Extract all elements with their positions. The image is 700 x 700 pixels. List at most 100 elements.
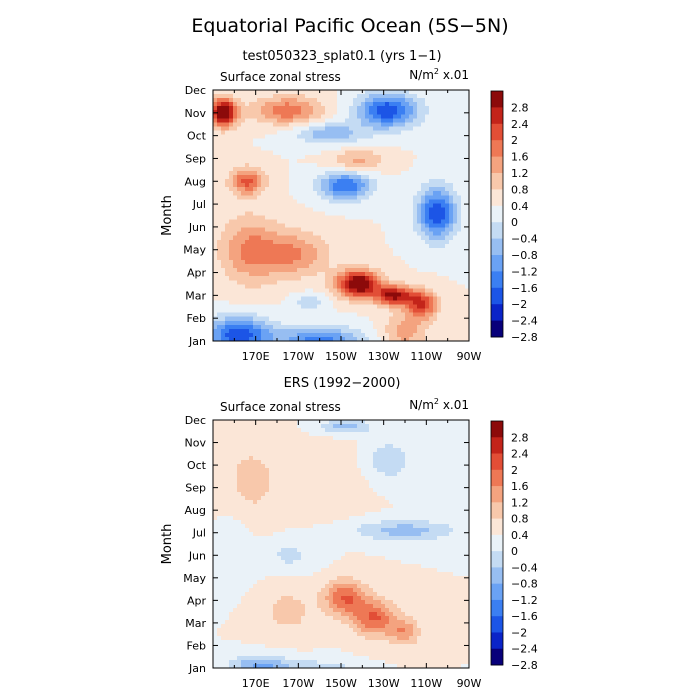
field-cell	[233, 296, 238, 302]
field-cell	[405, 472, 410, 477]
field-cell	[401, 472, 406, 477]
field-cell	[325, 304, 330, 310]
field-cell	[261, 219, 266, 225]
field-cell	[425, 332, 430, 338]
field-cell	[237, 243, 242, 249]
field-cell	[385, 444, 390, 449]
field-cell	[413, 332, 418, 338]
field-cell	[421, 170, 426, 176]
field-cell	[357, 460, 362, 465]
field-cell	[341, 300, 346, 306]
field-cell	[309, 191, 314, 196]
field-cell	[245, 472, 250, 477]
field-cell	[465, 170, 470, 176]
field-cell	[277, 288, 282, 294]
field-cell	[237, 428, 242, 433]
field-cell	[229, 444, 234, 449]
field-cell	[217, 90, 222, 95]
field-cell	[317, 268, 322, 273]
field-cell	[397, 336, 402, 342]
field-cell	[297, 122, 302, 128]
field-cell	[317, 118, 322, 123]
field-cell	[277, 320, 282, 326]
field-cell	[385, 146, 390, 152]
field-cell	[417, 247, 422, 253]
field-cell	[457, 195, 462, 200]
field-cell	[365, 114, 370, 119]
field-cell	[293, 235, 298, 241]
field-cell	[277, 328, 282, 334]
field-cell	[333, 211, 338, 217]
field-cell	[245, 126, 250, 132]
field-cell	[293, 268, 298, 273]
field-cell	[225, 122, 230, 128]
field-cell	[373, 292, 378, 298]
field-cell	[225, 464, 230, 469]
field-cell	[349, 114, 354, 119]
field-cell	[409, 158, 414, 164]
field-cell	[309, 126, 314, 132]
field-cell	[461, 122, 466, 128]
field-cell	[305, 98, 310, 103]
field-cell	[309, 280, 314, 285]
field-cell	[369, 464, 374, 469]
field-cell	[345, 122, 350, 128]
field-cell	[329, 332, 334, 338]
field-cell	[441, 175, 446, 180]
field-cell	[433, 460, 438, 465]
field-cell	[401, 138, 406, 144]
field-cell	[229, 476, 234, 481]
field-cell	[357, 211, 362, 217]
field-cell	[301, 320, 306, 326]
field-cell	[385, 280, 390, 285]
field-cell	[313, 199, 318, 204]
field-cell	[245, 296, 250, 302]
field-cell	[229, 98, 234, 103]
field-cell	[321, 272, 326, 277]
field-cell	[453, 312, 458, 318]
field-cell	[397, 448, 402, 453]
field-cell	[241, 170, 246, 176]
field-cell	[269, 90, 274, 95]
field-cell	[253, 276, 258, 281]
field-cell	[461, 448, 466, 453]
field-cell	[241, 130, 246, 136]
field-cell	[269, 235, 274, 241]
field-cell	[461, 175, 466, 180]
field-cell	[345, 199, 350, 204]
field-cell	[313, 296, 318, 302]
field-cell	[233, 420, 238, 425]
field-cell	[393, 300, 398, 306]
field-cell	[333, 308, 338, 314]
field-cell	[241, 424, 246, 429]
field-cell	[433, 195, 438, 200]
field-cell	[281, 166, 286, 172]
field-cell	[221, 94, 226, 99]
field-cell	[373, 166, 378, 172]
field-cell	[457, 428, 462, 433]
field-cell	[389, 448, 394, 453]
field-cell	[365, 134, 370, 140]
field-cell	[365, 284, 370, 289]
field-cell	[385, 440, 390, 445]
field-cell	[461, 264, 466, 269]
field-cell	[305, 187, 310, 192]
field-cell	[245, 138, 250, 144]
field-cell	[433, 183, 438, 188]
field-cell	[437, 420, 442, 425]
field-cell	[325, 134, 330, 140]
field-cell	[317, 460, 322, 465]
field-cell	[277, 211, 282, 217]
field-cell	[361, 432, 366, 437]
field-cell	[361, 110, 366, 115]
field-cell	[345, 436, 350, 441]
field-cell	[261, 460, 266, 465]
field-cell	[321, 324, 326, 330]
field-cell	[309, 251, 314, 257]
field-cell	[305, 428, 310, 433]
field-cell	[457, 268, 462, 273]
field-cell	[317, 304, 322, 310]
field-cell	[293, 260, 298, 265]
field-cell	[421, 94, 426, 99]
field-cell	[313, 154, 318, 160]
